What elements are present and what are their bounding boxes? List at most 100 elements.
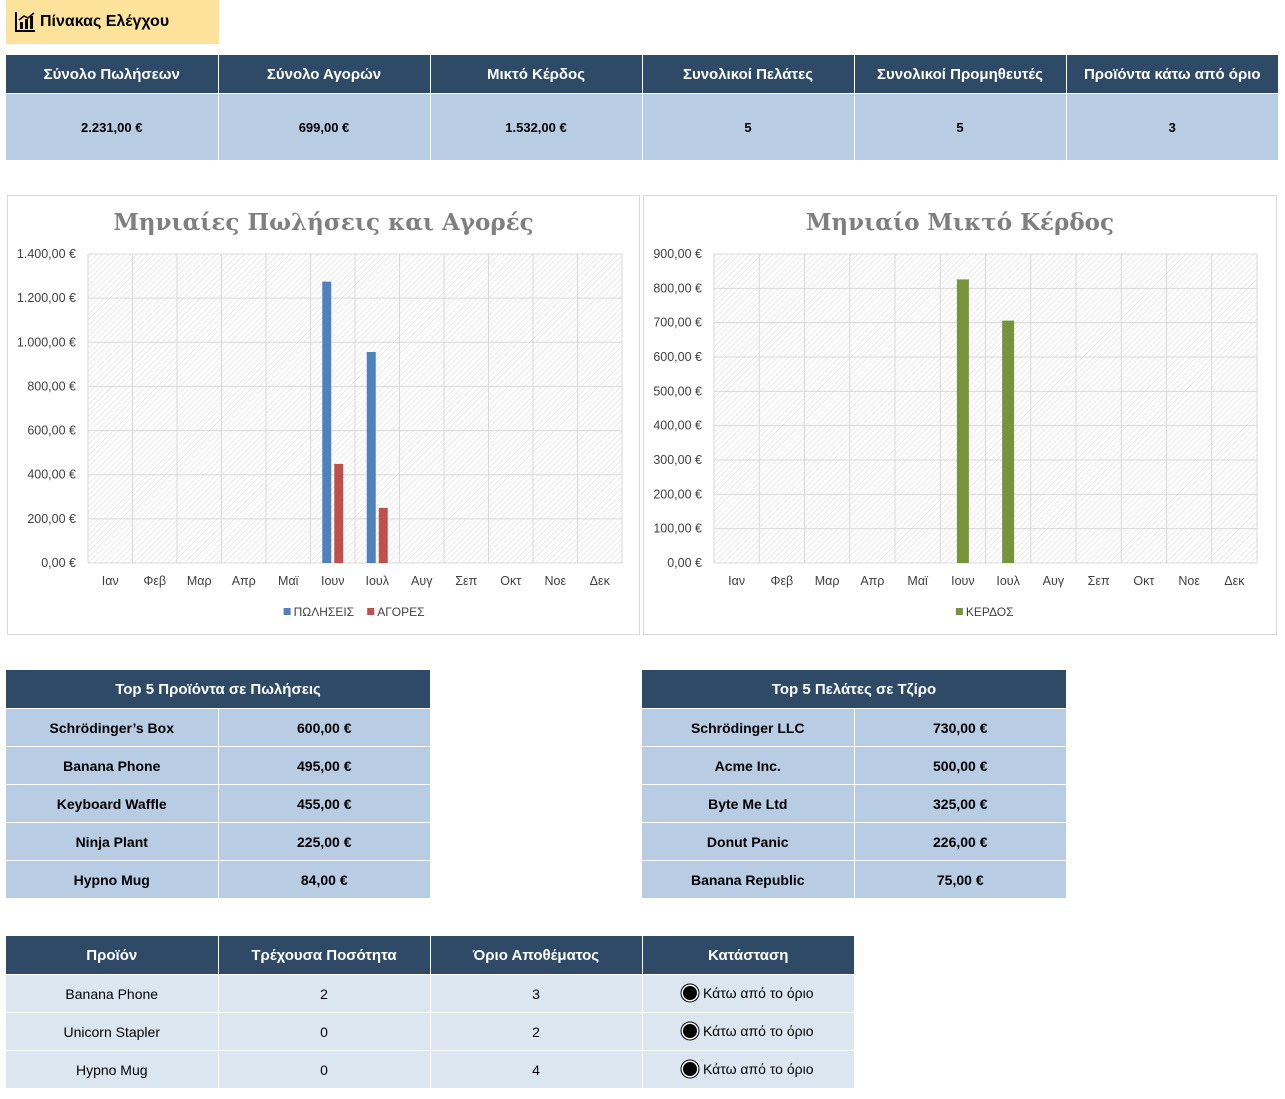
stock-product[interactable]: Unicorn Stapler [6, 1012, 219, 1051]
x-tick-label: Ιαν [728, 574, 745, 588]
bar-chart-icon [15, 12, 35, 32]
x-tick-label: Απρ [860, 574, 884, 588]
y-tick-label: 0,00 € [667, 556, 702, 570]
customer-name[interactable]: Banana Republic [642, 860, 855, 898]
table-row: Schrödinger LLC 730,00 € [642, 708, 1066, 747]
kpi-header-purchases[interactable]: Σύνολο Αγορών [218, 55, 431, 94]
x-tick-label: Δεκ [590, 574, 611, 588]
stock-limit[interactable]: 2 [430, 1012, 643, 1051]
top-customers-table: Top 5 Πελάτες σε Τζίρο Schrödinger LLC 73… [642, 670, 1066, 898]
product-name[interactable]: Schrödinger’s Box [6, 708, 219, 747]
table-row: Hypno Mug 0 4 Κάτω από το όριο [6, 1050, 854, 1088]
y-tick-label: 600,00 € [27, 424, 76, 438]
product-sales[interactable]: 455,00 € [218, 784, 431, 823]
customer-revenue[interactable]: 325,00 € [854, 784, 1066, 823]
kpi-value-below-limit[interactable]: 3 [1066, 93, 1278, 160]
kpi-value-suppliers[interactable]: 5 [854, 93, 1067, 160]
x-tick-label: Δεκ [1224, 574, 1245, 588]
stock-product[interactable]: Hypno Mug [6, 1050, 219, 1088]
top-customers-title[interactable]: Top 5 Πελάτες σε Τζίρο [642, 670, 1066, 709]
customer-name[interactable]: Schrödinger LLC [642, 708, 855, 747]
stock-status-cell[interactable]: Κάτω από το όριο [642, 1012, 854, 1051]
y-tick-label: 800,00 € [27, 379, 76, 393]
stock-header-qty[interactable]: Τρέχουσα Ποσότητα [218, 936, 431, 975]
stock-limit[interactable]: 4 [430, 1050, 643, 1088]
product-name[interactable]: Hypno Mug [6, 860, 219, 898]
stock-header-status[interactable]: Κατάσταση [642, 936, 854, 975]
sales-purchases-chart[interactable]: Μηνιαίες Πωλήσεις και Αγορές 0,00 € 200,00… [7, 195, 640, 635]
stock-qty[interactable]: 0 [218, 1050, 431, 1088]
product-name[interactable]: Banana Phone [6, 746, 219, 785]
dashboard-title-cell[interactable]: Πίνακας Ελέγχου [6, 0, 219, 44]
status-dot-icon [683, 1061, 697, 1076]
x-tick-label: Ιουν [951, 574, 975, 588]
x-tick-label: Ιαν [102, 574, 119, 588]
y-tick-label: 700,00 € [653, 316, 702, 330]
table-row: Schrödinger’s Box 600,00 € [6, 708, 431, 747]
stock-status: Κάτω από το όριο [703, 1022, 814, 1039]
bar-ΚΕΡΔΟΣ[interactable] [1002, 320, 1015, 563]
product-sales[interactable]: 495,00 € [218, 746, 431, 785]
kpi-value-sales[interactable]: 2.231,00 € [6, 93, 219, 160]
y-tick-label: 1.000,00 € [17, 335, 76, 349]
kpi-header-profit[interactable]: Μικτό Κέρδος [430, 55, 643, 94]
x-tick-label: Αυγ [1043, 574, 1065, 588]
bar-ΑΓΟΡΕΣ[interactable] [378, 507, 388, 563]
kpi-header-sales[interactable]: Σύνολο Πωλήσεων [6, 55, 219, 94]
stock-header-row: Προϊόν Τρέχουσα Ποσότητα Όριο Αποθέματος… [6, 936, 854, 975]
product-sales[interactable]: 600,00 € [218, 708, 431, 747]
product-name[interactable]: Ninja Plant [6, 822, 219, 861]
y-tick-label: 300,00 € [653, 453, 702, 467]
legend-swatch [283, 608, 291, 615]
kpi-header-customers[interactable]: Συνολικοί Πελάτες [642, 55, 855, 94]
kpi-value-customers[interactable]: 5 [642, 93, 855, 160]
top-products-title[interactable]: Top 5 Προϊόντα σε Πωλήσεις [6, 670, 431, 709]
x-tick-label: Ιουν [321, 574, 345, 588]
stock-status: Κάτω από το όριο [703, 1060, 814, 1077]
status-dot-icon [683, 1023, 697, 1038]
kpi-value-profit[interactable]: 1.532,00 € [430, 93, 643, 160]
table-row: Banana Phone 2 3 Κάτω από το όριο [6, 974, 854, 1013]
customer-name[interactable]: Acme Inc. [642, 746, 855, 785]
x-tick-label: Μαϊ [278, 574, 300, 588]
bar-ΠΩΛΗΣΕΙΣ[interactable] [322, 281, 332, 563]
dashboard-title: Πίνακας Ελέγχου [40, 13, 170, 30]
y-tick-label: 200,00 € [27, 512, 76, 526]
customer-revenue[interactable]: 226,00 € [854, 822, 1066, 861]
stock-limit[interactable]: 3 [430, 974, 643, 1013]
bar-ΚΕΡΔΟΣ[interactable] [956, 279, 969, 563]
table-row: Byte Me Ltd 325,00 € [642, 784, 1066, 823]
legend-label: ΚΕΡΔΟΣ [966, 605, 1014, 619]
x-tick-label: Σεπ [455, 574, 477, 588]
bar-ΠΩΛΗΣΕΙΣ[interactable] [366, 351, 376, 563]
x-tick-label: Φεβ [771, 574, 794, 588]
stock-qty[interactable]: 2 [218, 974, 431, 1013]
bar-ΑΓΟΡΕΣ[interactable] [334, 463, 344, 563]
customer-revenue[interactable]: 75,00 € [854, 860, 1066, 898]
customer-name[interactable]: Donut Panic [642, 822, 855, 861]
stock-status-cell[interactable]: Κάτω από το όριο [642, 1050, 854, 1088]
stock-product[interactable]: Banana Phone [6, 974, 219, 1013]
product-sales[interactable]: 225,00 € [218, 822, 431, 861]
gross-profit-chart[interactable]: Μηνιαίο Μικτό Κέρδος 0,00 € 100,00 € 200,00… [643, 195, 1277, 635]
gross-profit-chart-svg: Μηνιαίο Μικτό Κέρδος 0,00 € 100,00 € 200,00… [653, 209, 1258, 619]
stock-header-product[interactable]: Προϊόν [6, 936, 219, 975]
y-tick-label: 500,00 € [653, 384, 702, 398]
kpi-value-purchases[interactable]: 699,00 € [218, 93, 431, 160]
table-row: Banana Phone 495,00 € [6, 746, 431, 785]
kpi-header-below-limit[interactable]: Προϊόντα κάτω από όριο [1066, 55, 1278, 94]
x-tick-label: Αυγ [411, 574, 433, 588]
kpi-header-row: Σύνολο Πωλήσεων Σύνολο Αγορών Μικτό Κέρδ… [6, 55, 1278, 94]
customer-revenue[interactable]: 500,00 € [854, 746, 1066, 785]
kpi-header-suppliers[interactable]: Συνολικοί Προμηθευτές [854, 55, 1067, 94]
product-name[interactable]: Keyboard Waffle [6, 784, 219, 823]
stock-status-cell[interactable]: Κάτω από το όριο [642, 974, 854, 1013]
customer-revenue[interactable]: 730,00 € [854, 708, 1066, 747]
customer-name[interactable]: Byte Me Ltd [642, 784, 855, 823]
product-sales[interactable]: 84,00 € [218, 860, 431, 898]
x-tick-label: Οκτ [500, 574, 521, 588]
status-dot-icon [683, 985, 697, 1000]
table-row: Hypno Mug 84,00 € [6, 860, 431, 898]
stock-header-limit[interactable]: Όριο Αποθέματος [430, 936, 643, 975]
stock-qty[interactable]: 0 [218, 1012, 431, 1051]
